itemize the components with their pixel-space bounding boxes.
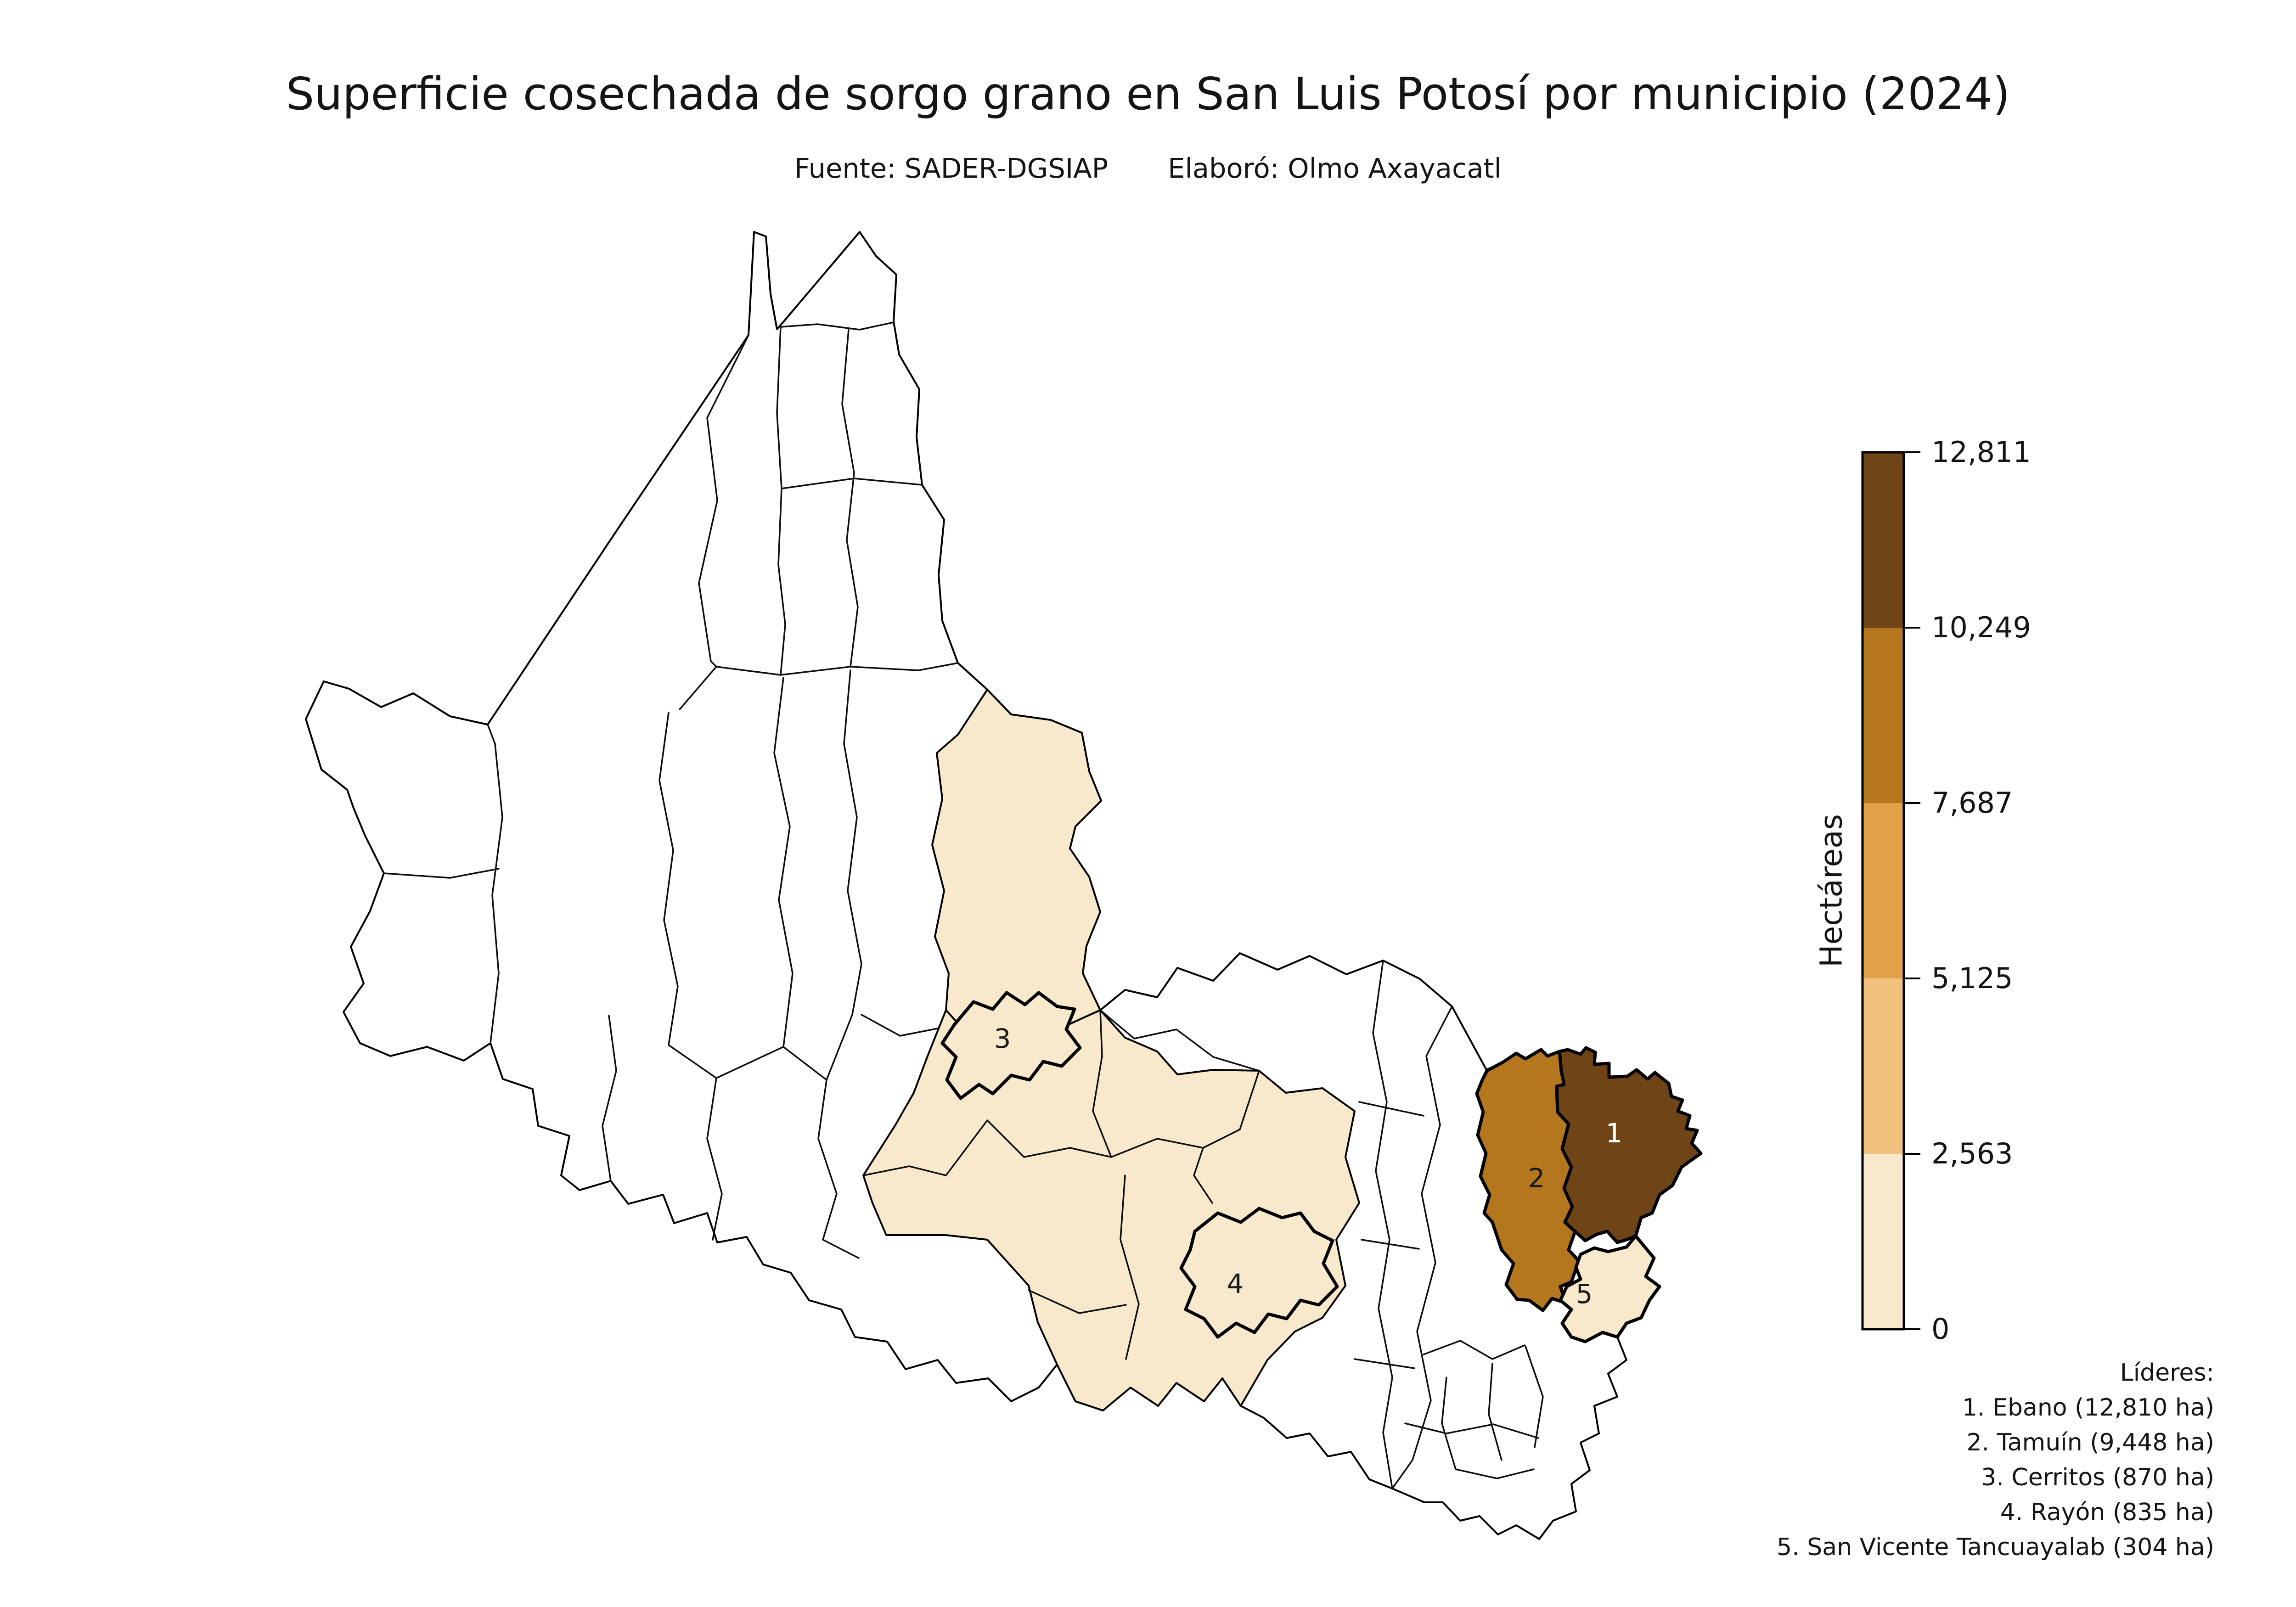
colorbar-tick-12811: 12,811: [1931, 435, 2031, 469]
leader-item-tamuin: 2. Tamuín (9,448 ha): [1966, 1429, 2215, 1456]
colorbar-tick-2563: 2,563: [1931, 1137, 2013, 1170]
colorbar-frame: [1861, 451, 1905, 1331]
colorbar-tick-7687: 7,687: [1931, 786, 2013, 820]
colorbar-tick-10249: 10,249: [1931, 611, 2031, 644]
colorbar-axis-label: Hectáreas: [1813, 814, 1849, 967]
municipality-ebano: [1555, 1046, 1703, 1244]
subtitle-source: Fuente: SADER-DGSIAP: [794, 152, 1109, 184]
municipality-guadalcazar-area: [931, 689, 1102, 1033]
leader-item-rayon: 4. Rayón (835 ha): [2000, 1499, 2214, 1526]
map-label-tamuin: 2: [1528, 1163, 1545, 1194]
colorbar-segment-4: [1863, 628, 1904, 803]
colorbar-segment-2: [1863, 978, 1904, 1154]
map-label-cerritos: 3: [994, 1023, 1011, 1054]
leader-item-san-vicente: 5. San Vicente Tancuayalab (304 ha): [1777, 1534, 2214, 1561]
map-label-rayon: 4: [1227, 1268, 1244, 1299]
municipality-cerritos: [940, 991, 1082, 1100]
colorbar: [1861, 451, 1920, 1331]
leaders-header: Líderes:: [2120, 1359, 2214, 1387]
page-title: Superficie cosechada de sorgo grano en S…: [286, 68, 2010, 120]
map-label-ebano: 1: [1605, 1118, 1623, 1149]
leader-item-cerritos: 3. Cerritos (870 ha): [1981, 1464, 2214, 1491]
subtitle-author: Elaboró: Olmo Axayacatl: [1168, 152, 1502, 184]
map-label-san-vicente: 5: [1576, 1278, 1593, 1309]
cluster-internal-boundaries: [862, 1009, 1260, 1360]
leader-item-ebano: 1. Ebano (12,810 ha): [1962, 1394, 2214, 1422]
colorbar-segment-1: [1863, 1154, 1904, 1329]
municipality-rayon: [1179, 1207, 1339, 1339]
colorbar-tick-0: 0: [1931, 1312, 1950, 1346]
municipality-san-vicente-tancuayalab: [1559, 1234, 1661, 1343]
colorbar-tick-5125: 5,125: [1931, 961, 2013, 995]
colorbar-tick-marks: [1904, 451, 1920, 1330]
colorbar-segment-5: [1863, 452, 1904, 628]
municipal-boundaries: [383, 321, 1544, 1489]
colorbar-segment-3: [1863, 803, 1904, 978]
leaders-list: Líderes: 1. Ebano (12,810 ha) 2. Tamuín …: [1777, 1355, 2214, 1565]
subtitle: Fuente: SADER-DGSIAP Elaboró: Olmo Axaya…: [0, 152, 2296, 184]
